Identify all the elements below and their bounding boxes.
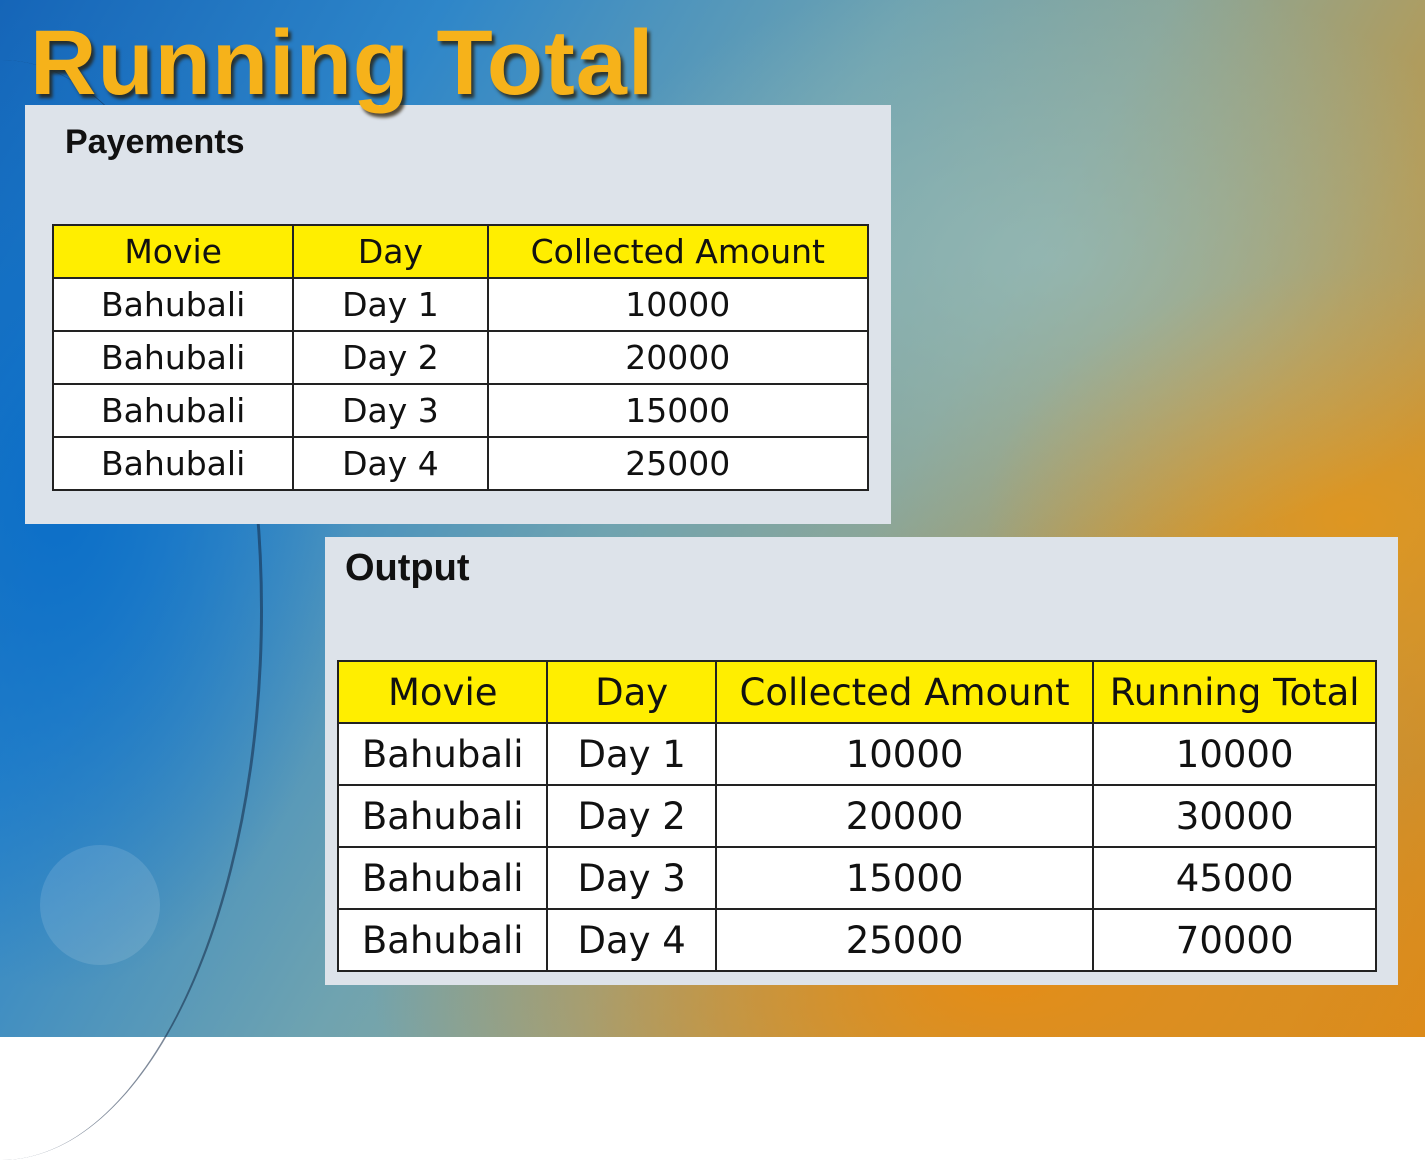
cell-day[interactable]: Day 3: [546, 846, 717, 910]
cell-collected-amount[interactable]: 15000: [714, 846, 1095, 910]
output-table: Movie Day Collected Amount Running Total…: [336, 660, 1377, 972]
cell-movie[interactable]: Bahubali: [51, 277, 295, 332]
cell-collected-amount[interactable]: 20000: [714, 784, 1095, 848]
cell-day[interactable]: Day 1: [546, 722, 717, 786]
cell-movie[interactable]: Bahubali: [336, 846, 549, 910]
column-header-day: Day: [546, 660, 717, 724]
cell-collected-amount[interactable]: 25000: [486, 436, 870, 491]
background-circle: [40, 845, 160, 965]
gridline: [1377, 537, 1378, 985]
cell-running-total[interactable]: 45000: [1092, 846, 1377, 910]
table-row: Bahubali Day 1 10000 10000: [336, 722, 1377, 786]
cell-movie[interactable]: Bahubali: [336, 908, 549, 972]
payments-label: Payements: [65, 123, 245, 161]
payments-table: Movie Day Collected Amount Bahubali Day …: [51, 224, 870, 491]
output-sheet: Output Movie Day Collected Amount Runnin…: [325, 537, 1398, 985]
table-row: Bahubali Day 3 15000 45000: [336, 846, 1377, 910]
cell-collected-amount[interactable]: 20000: [486, 330, 870, 385]
column-header-movie: Movie: [336, 660, 549, 724]
cell-movie[interactable]: Bahubali: [51, 383, 295, 438]
column-header-movie: Movie: [51, 224, 295, 279]
table-row: Bahubali Day 4 25000: [51, 436, 870, 491]
background-arc: [0, 60, 263, 1160]
table-row: Bahubali Day 3 15000: [51, 383, 870, 438]
cell-day[interactable]: Day 2: [292, 330, 489, 385]
output-label: Output: [345, 547, 470, 589]
column-header-day: Day: [292, 224, 489, 279]
table-row: Bahubali Day 2 20000 30000: [336, 784, 1377, 848]
cell-running-total[interactable]: 10000: [1092, 722, 1377, 786]
header-row: Movie Day Collected Amount Running Total: [336, 660, 1377, 724]
column-header-collected-amount: Collected Amount: [714, 660, 1095, 724]
table-row: Bahubali Day 4 25000 70000: [336, 908, 1377, 972]
cell-running-total[interactable]: 30000: [1092, 784, 1377, 848]
cell-collected-amount[interactable]: 15000: [486, 383, 870, 438]
cell-day[interactable]: Day 4: [292, 436, 489, 491]
cell-collected-amount[interactable]: 10000: [714, 722, 1095, 786]
payments-sheet: Payements Movie Day Collected Amount Bah…: [25, 105, 891, 524]
cell-movie[interactable]: Bahubali: [336, 722, 549, 786]
cell-movie[interactable]: Bahubali: [51, 330, 295, 385]
cell-collected-amount[interactable]: 10000: [486, 277, 870, 332]
slide-title: Running Total: [30, 12, 655, 114]
column-header-running-total: Running Total: [1092, 660, 1377, 724]
cell-day[interactable]: Day 1: [292, 277, 489, 332]
header-row: Movie Day Collected Amount: [51, 224, 870, 279]
cell-day[interactable]: Day 2: [546, 784, 717, 848]
column-header-collected-amount: Collected Amount: [486, 224, 870, 279]
cell-day[interactable]: Day 4: [546, 908, 717, 972]
cell-running-total[interactable]: 70000: [1092, 908, 1377, 972]
cell-day[interactable]: Day 3: [292, 383, 489, 438]
cell-movie[interactable]: Bahubali: [51, 436, 295, 491]
cell-movie[interactable]: Bahubali: [336, 784, 549, 848]
cell-collected-amount[interactable]: 25000: [714, 908, 1095, 972]
table-row: Bahubali Day 2 20000: [51, 330, 870, 385]
table-row: Bahubali Day 1 10000: [51, 277, 870, 332]
